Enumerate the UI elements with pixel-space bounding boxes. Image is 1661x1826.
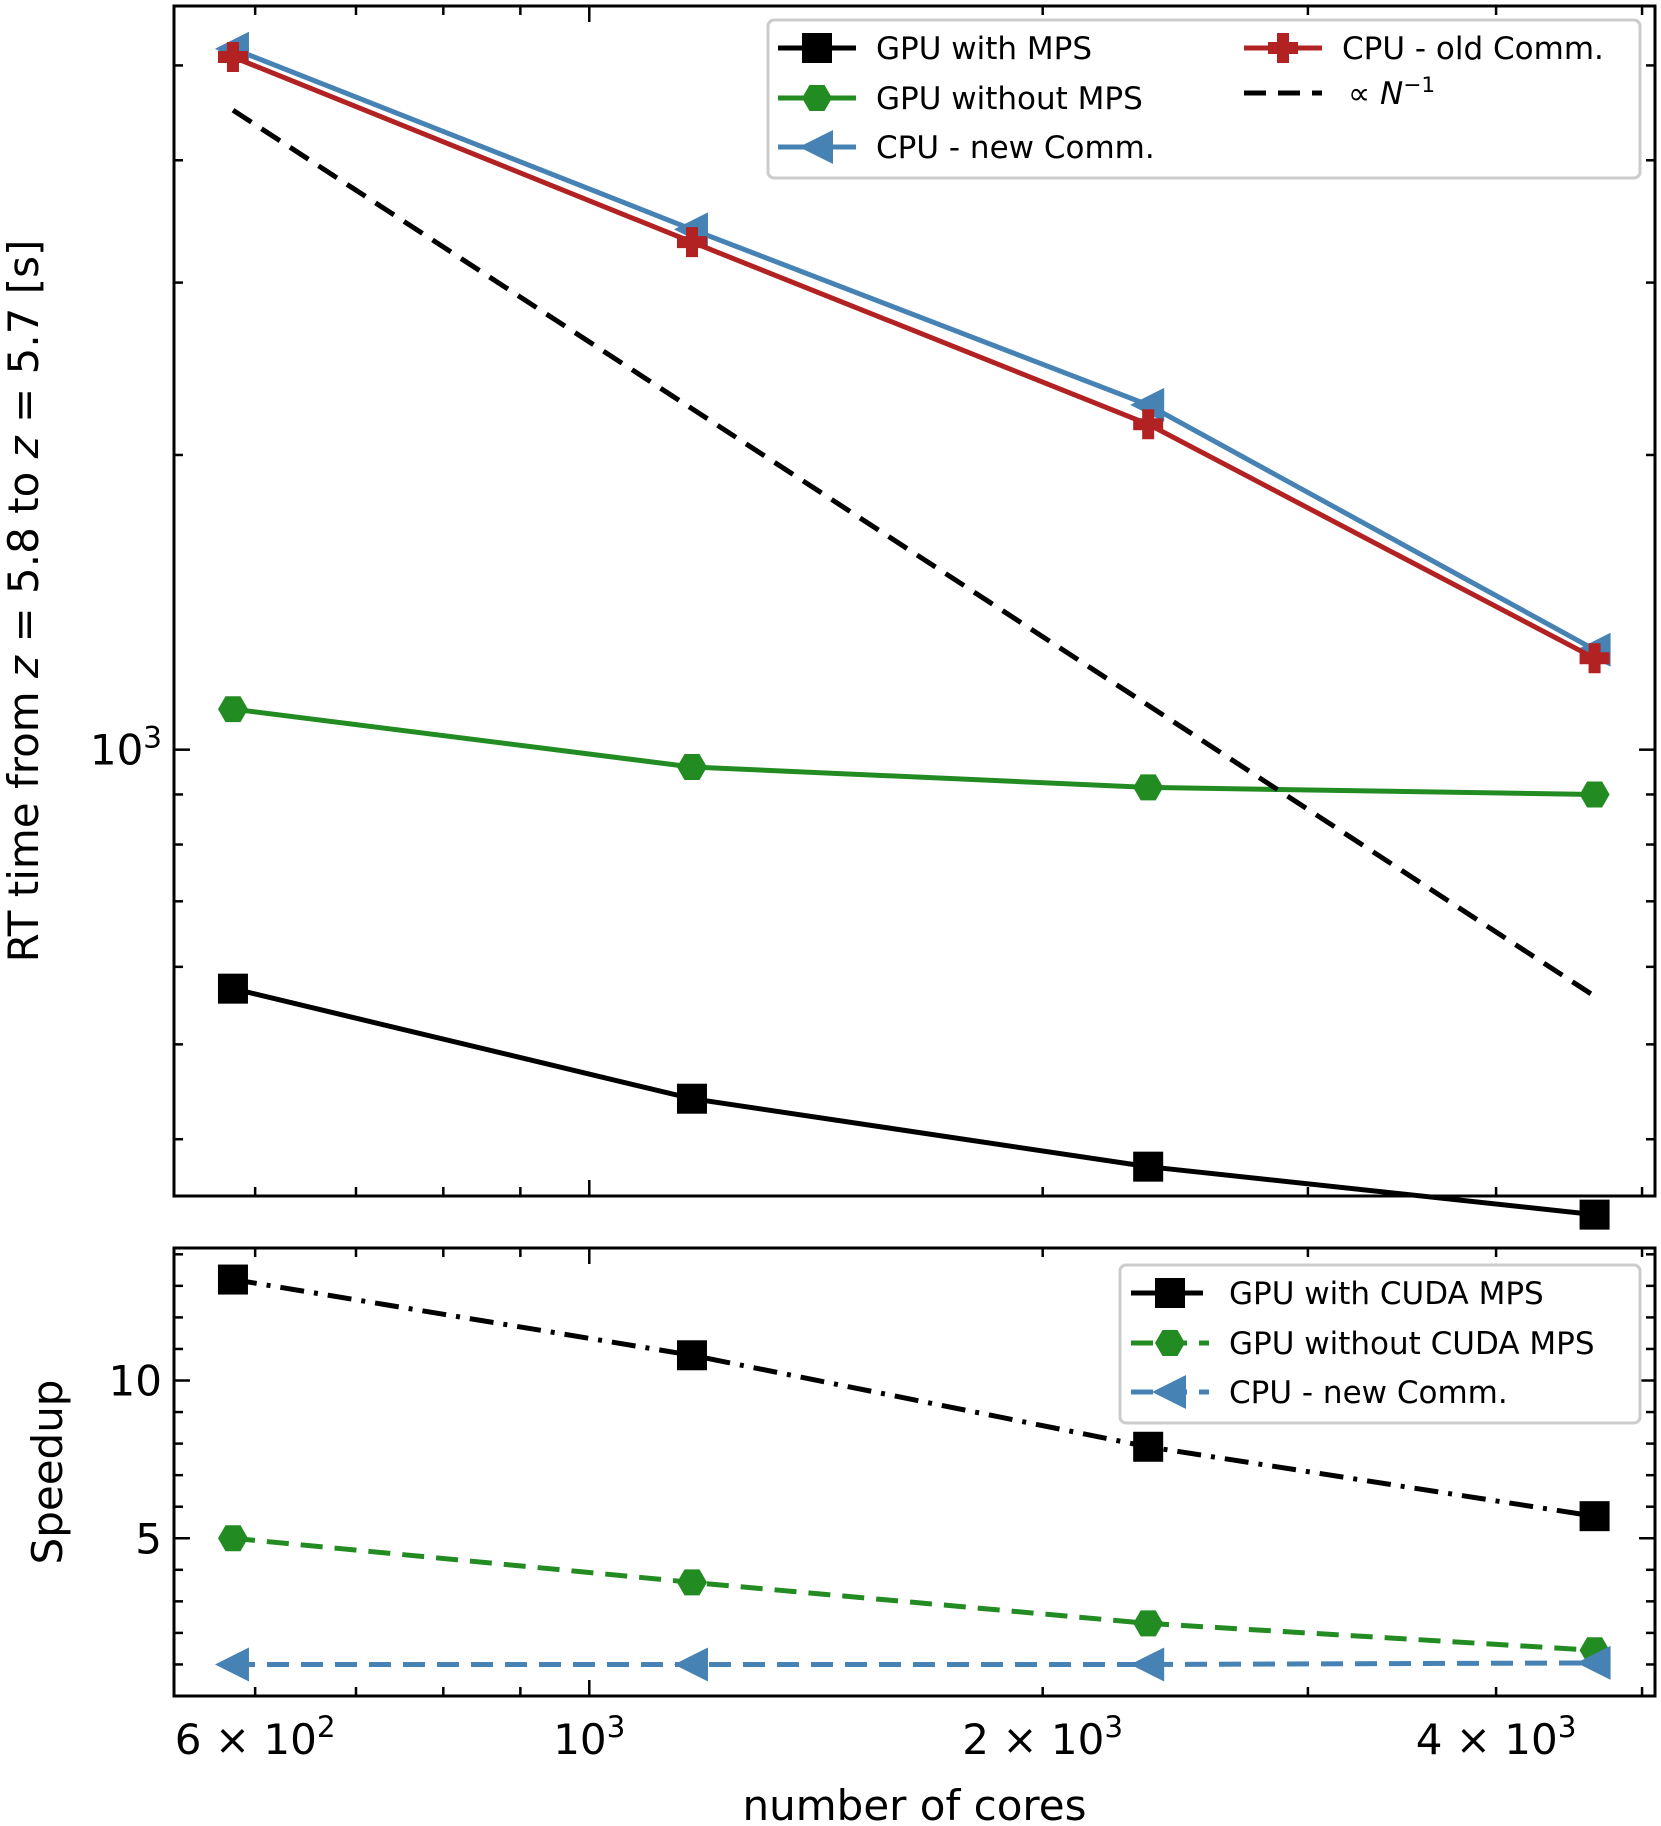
axes-frame [172, 1246, 1657, 1698]
legend-label: CPU - new Comm. [1229, 1375, 1508, 1411]
series-gpu-without-mps [218, 696, 1610, 808]
x-ticks [253, 6, 1644, 1196]
data-point [1579, 781, 1610, 808]
data-point [217, 42, 248, 73]
data-point [673, 1647, 708, 1682]
data-point [676, 1340, 707, 1371]
data-point [1579, 1199, 1610, 1230]
y-ticks [174, 64, 1655, 1141]
legend-label: GPU with MPS [876, 31, 1092, 67]
legend: GPU with CUDA MPS GPU without CUDA MPS CPU… [1118, 1263, 1642, 1425]
data-point [217, 1264, 248, 1295]
legend-marker [1155, 1278, 1185, 1308]
series-line [233, 1660, 1595, 1667]
series-line [232, 986, 1595, 1218]
series-line [232, 706, 1595, 797]
series-line [232, 1277, 1595, 1519]
legend-label: GPU without CUDA MPS [1229, 1326, 1595, 1362]
series-gpu-with-mps [217, 973, 1610, 1230]
y-tick-label: 10 [109, 1357, 162, 1406]
legend-marker [802, 85, 832, 111]
data-point [676, 227, 707, 258]
data-point [1133, 1431, 1164, 1462]
legend-box [1118, 1263, 1642, 1425]
x-tick-label: 4 × 103 [1416, 1710, 1577, 1764]
x-tick-label: 103 [553, 1710, 625, 1764]
data-point [218, 696, 248, 723]
legend-marker [802, 33, 832, 63]
data-point [1133, 774, 1164, 801]
data-point [1133, 1151, 1164, 1182]
series-gpu-without-cuda-mps [218, 1525, 1610, 1664]
data-point [1133, 409, 1164, 440]
x-axis-label: number of cores [743, 1781, 1087, 1826]
legend-marker [1155, 1330, 1185, 1356]
series-line [232, 1535, 1595, 1653]
y-axis-label: RT time from z = 5.8 to z = 5.7 [s] [0, 240, 48, 963]
data-point [217, 973, 248, 1004]
data-point [1130, 387, 1165, 422]
legend: GPU with MPS GPU without MPS CPU - new Com… [766, 18, 1642, 180]
data-point [1579, 643, 1610, 674]
data-point [677, 754, 707, 780]
legend-label: GPU with CUDA MPS [1229, 1276, 1544, 1312]
series--n [231, 108, 1596, 999]
data-point [214, 1647, 249, 1682]
bottom-panel: 5 10 GPU with CUDA MPS GPU without CUDA MPS… [23, 1246, 1657, 1826]
series-line [232, 46, 1596, 652]
y-tick-label: 5 [135, 1514, 162, 1563]
y-tick-label: 103 [90, 721, 162, 775]
legend-marker [1152, 1375, 1186, 1409]
legend-marker [1268, 33, 1298, 63]
data-point [677, 1569, 707, 1596]
series-cpu-new-comm [214, 1645, 1611, 1682]
series-line [231, 108, 1596, 999]
legend-box [766, 18, 1642, 180]
legend-label: CPU - new Comm. [876, 130, 1155, 166]
data-point [1130, 1647, 1165, 1682]
axes-frame [172, 4, 1657, 1198]
y-ticks [174, 1253, 1655, 1698]
series-cpu-old-comm [217, 42, 1610, 674]
y-axis-label: Speedup [23, 1380, 72, 1565]
series-gpu-with-cuda-mps [217, 1264, 1610, 1532]
x-ticks [253, 1248, 1644, 1696]
legend-label: GPU without MPS [876, 81, 1143, 117]
data-point [1579, 1501, 1610, 1532]
top-panel: 103 GPU with MPS GPU without MPS CPU - new … [0, 4, 1657, 1230]
legend-label: CPU - old Comm. [1342, 31, 1604, 67]
data-point [676, 1083, 707, 1114]
data-point [1133, 1610, 1164, 1637]
legend-label: ∝ N−1 [1348, 73, 1435, 113]
legend-marker [799, 130, 833, 164]
x-tick-label: 2 × 103 [962, 1710, 1123, 1764]
x-tick-label: 6 × 102 [175, 1710, 336, 1764]
data-point [1576, 1645, 1611, 1680]
series-line [232, 54, 1596, 661]
data-point [218, 1525, 248, 1552]
